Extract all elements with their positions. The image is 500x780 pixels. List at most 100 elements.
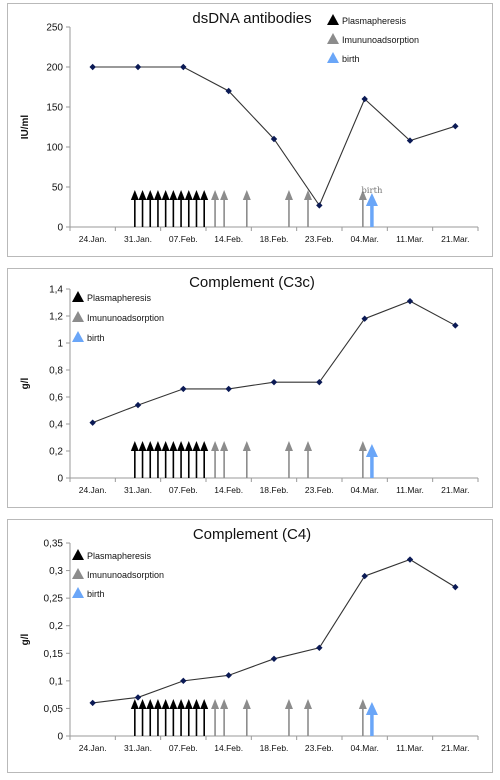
x-tick-label: 18.Feb. — [260, 743, 289, 753]
plasmapheresis-arrow-head — [130, 190, 139, 200]
plasmapheresis-arrow-head — [200, 190, 209, 200]
y-tick-label: 0,2 — [49, 447, 63, 458]
legend-marker — [72, 549, 84, 560]
legend-label: Imununoadsorption — [87, 313, 164, 323]
y-tick-label: 150 — [46, 103, 63, 114]
x-tick-label: 24.Jan. — [79, 743, 107, 753]
data-point — [316, 644, 323, 651]
immunoadsorption-arrow-head — [304, 190, 312, 200]
data-point — [225, 385, 232, 393]
x-tick-label: 14.Feb. — [214, 743, 243, 753]
data-point — [452, 123, 459, 130]
plasmapheresis-arrow-head — [184, 699, 193, 709]
x-tick-label: 18.Feb. — [260, 485, 289, 495]
x-tick-label: 21.Mar. — [441, 234, 469, 244]
plasmapheresis-arrow-head — [200, 699, 209, 709]
plasmapheresis-arrow-head — [200, 441, 209, 451]
y-tick-label: 0,1 — [49, 676, 63, 687]
data-point — [89, 699, 96, 707]
immunoadsorption-arrow-head — [358, 441, 367, 451]
plasmapheresis-arrow-head — [153, 441, 162, 451]
y-axis-label: g/l — [20, 377, 31, 389]
x-tick-label: 04.Mar. — [350, 485, 378, 495]
plasmapheresis-arrow-head — [161, 441, 170, 451]
x-tick-label: 11.Mar. — [396, 234, 424, 244]
x-tick-label: 24.Jan. — [79, 485, 107, 495]
plasmapheresis-arrow-head — [138, 190, 147, 200]
x-tick-label: 04.Mar. — [350, 743, 378, 753]
x-tick-label: 21.Mar. — [441, 485, 469, 495]
data-point — [180, 63, 187, 71]
immunoadsorption-arrow-head — [220, 441, 229, 451]
chart-title: Complement (C3c) — [189, 274, 315, 291]
birth-arrow-head — [365, 193, 378, 206]
x-tick-label: 07.Feb. — [169, 743, 198, 753]
immunoadsorption-arrow-head — [220, 699, 229, 709]
plasmapheresis-arrow-head — [169, 699, 178, 709]
dsdna-chart-panel: dsDNA antibodies 0 50 100 150 200 250 IU/ml 24.J… — [7, 3, 493, 257]
data-point — [89, 419, 96, 426]
plasmapheresis-arrow-head — [146, 699, 155, 709]
plasmapheresis-arrow-head — [184, 441, 193, 451]
series-line — [92, 558, 456, 704]
legend-label: Imununoadsorption — [342, 35, 419, 45]
plasmapheresis-arrow-head — [130, 441, 139, 451]
y-tick-label: 0,6 — [49, 393, 63, 404]
plasmapheresis-arrow-head — [177, 699, 186, 709]
data-point — [225, 87, 232, 95]
data-point — [134, 401, 142, 409]
y-tick-label: 1,2 — [49, 312, 63, 323]
plasmapheresis-arrow-head — [153, 190, 162, 200]
immunoadsorption-arrow-head — [211, 190, 220, 200]
y-tick-label: 50 — [52, 183, 64, 194]
x-tick-label: 07.Feb. — [169, 485, 198, 495]
data-point — [406, 556, 414, 563]
x-tick-label: 04.Mar. — [350, 234, 378, 244]
x-tick-label: 21.Mar. — [441, 743, 469, 753]
plasmapheresis-arrow-head — [192, 699, 201, 709]
data-point — [270, 655, 278, 662]
chart-title: dsDNA antibodies — [192, 10, 311, 27]
x-tick-label: 23.Feb. — [305, 485, 334, 495]
c3c-chart-panel: Complement (C3c) 0 0,2 0,4 0,6 0,8 1 1,2 1,4 g/l 2… — [7, 268, 493, 508]
plasmapheresis-arrow-head — [169, 190, 178, 200]
birth-annotation: birth — [361, 186, 383, 196]
plasmapheresis-arrow-head — [184, 190, 193, 200]
y-tick-label: 100 — [46, 143, 63, 154]
y-tick-label: 250 — [46, 23, 63, 34]
x-tick-label: 23.Feb. — [305, 743, 334, 753]
x-tick-label: 24.Jan. — [79, 234, 107, 244]
y-tick-label: 0 — [57, 474, 63, 485]
y-tick-label: 1,4 — [49, 285, 63, 296]
y-tick-label: 0,3 — [49, 566, 63, 577]
data-point — [316, 378, 323, 386]
plasmapheresis-arrow-head — [169, 441, 178, 451]
legend-label: birth — [87, 589, 105, 599]
x-tick-label: 11.Mar. — [396, 485, 424, 495]
legend-label: Imununoadsorption — [87, 570, 164, 580]
x-tick-label: 31.Jan. — [124, 234, 152, 244]
legend-label: Plasmapheresis — [87, 293, 152, 303]
plasmapheresis-arrow-head — [153, 699, 162, 709]
immunoadsorption-arrow-head — [242, 441, 251, 451]
x-tick-label: 11.Mar. — [396, 743, 424, 753]
y-tick-label: 0,2 — [49, 621, 63, 632]
birth-arrow-head — [365, 444, 378, 457]
legend-marker — [72, 331, 84, 342]
legend-marker — [327, 14, 339, 25]
birth-arrow-head — [365, 702, 378, 715]
legend-label: birth — [87, 333, 105, 343]
data-point — [406, 297, 414, 305]
plasmapheresis-arrow-head — [177, 190, 186, 200]
immunoadsorption-arrow-head — [284, 699, 293, 709]
y-tick-label: 0,8 — [49, 366, 63, 377]
immunoadsorption-arrow-head — [242, 699, 251, 709]
immunoadsorption-arrow-head — [358, 699, 367, 709]
data-point — [180, 385, 187, 393]
x-tick-label: 18.Feb. — [260, 234, 289, 244]
legend-label: Plasmapheresis — [87, 551, 152, 561]
data-point — [270, 378, 278, 386]
x-tick-label: 31.Jan. — [124, 743, 152, 753]
data-point — [452, 583, 459, 591]
y-tick-label: 0,35 — [44, 539, 64, 550]
